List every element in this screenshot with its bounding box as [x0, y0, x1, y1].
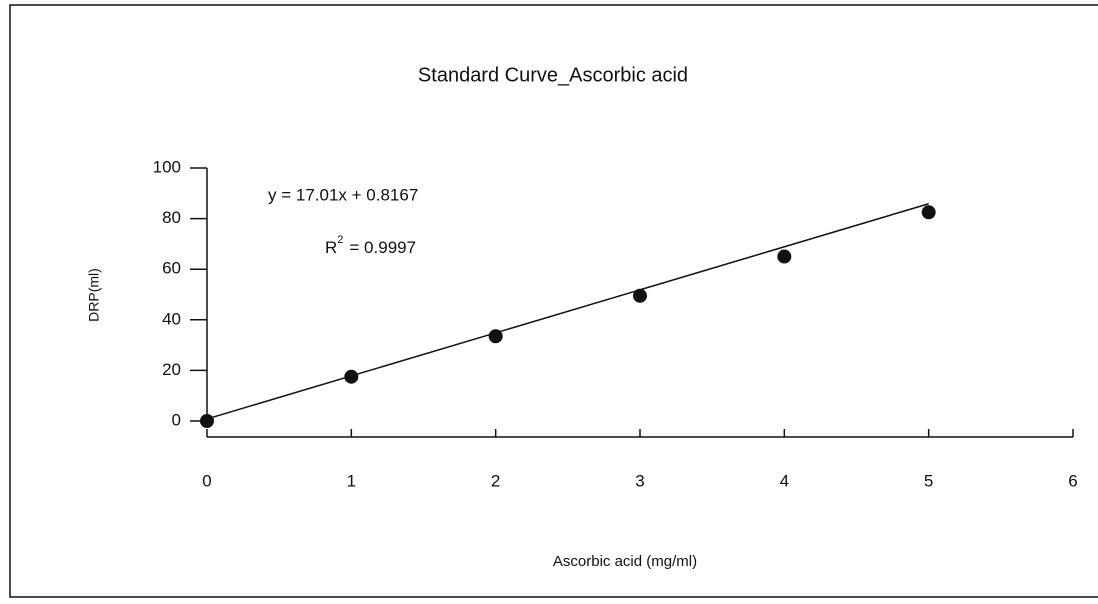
y-tick-label: 60: [162, 259, 181, 278]
r-value: = 0.9997: [349, 238, 416, 257]
x-tick-label: 3: [635, 471, 644, 490]
x-tick-label: 6: [1068, 471, 1077, 490]
y-axis-label: DRP(ml): [86, 268, 102, 322]
chart-title: Standard Curve_Ascorbic acid: [418, 64, 688, 86]
trendline: [207, 204, 929, 419]
x-tick-label: 2: [491, 471, 500, 490]
x-axis-label: Ascorbic acid (mg/ml): [553, 553, 697, 570]
point: [344, 370, 358, 384]
point: [200, 414, 214, 428]
y-tick-label: 0: [172, 410, 181, 429]
frame: [10, 5, 1098, 597]
point: [777, 250, 791, 264]
x-tick-label: 5: [924, 471, 933, 490]
r-squared: R2 = 0.9997: [325, 234, 416, 258]
x-tick-label: 4: [780, 471, 789, 490]
y-tick-label: 20: [162, 360, 181, 379]
x-tick-label: 0: [202, 471, 211, 490]
equation: y = 17.01x + 0.8167: [268, 185, 418, 204]
y-tick-label: 40: [162, 309, 181, 328]
y-tick-label: 80: [162, 208, 181, 227]
chart: Standard Curve_Ascorbic acid Ascorbic ac…: [0, 0, 1098, 604]
point: [633, 289, 647, 303]
point: [922, 205, 936, 219]
point: [489, 329, 503, 343]
r-symbol: R: [325, 238, 337, 257]
x-tick-label: 1: [347, 471, 356, 490]
r-superscript: 2: [337, 234, 343, 246]
y-tick-label: 100: [153, 157, 181, 176]
